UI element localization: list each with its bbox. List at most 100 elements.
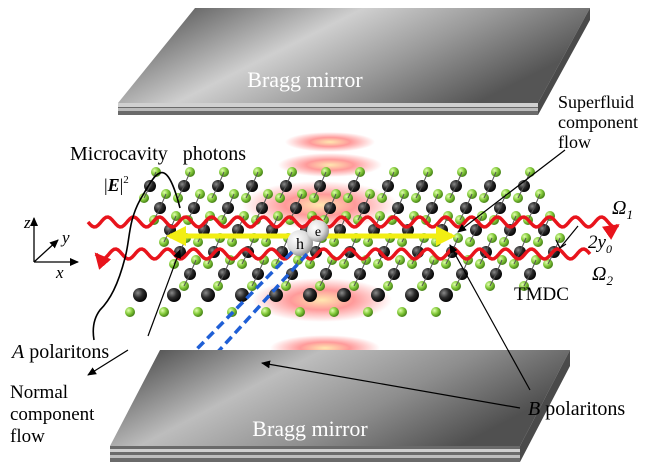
lattice-bond (455, 273, 463, 287)
lattice-bond (495, 259, 503, 275)
metal-atom (405, 288, 419, 302)
electron-label: e (315, 225, 321, 240)
chalcogen-atom (125, 307, 135, 317)
lattice-bond (313, 185, 321, 199)
electron-particle (307, 220, 329, 242)
lattice-bond (397, 193, 405, 209)
lattice-bond (387, 273, 395, 287)
coordinate-axes (30, 217, 79, 266)
axis-y-label: y (60, 228, 70, 247)
lattice-bond (217, 273, 225, 287)
lattice-bond (533, 193, 541, 209)
lattice-bond (143, 185, 151, 199)
lattice-bond (189, 259, 197, 275)
top-mirror-label: Bragg mirror (247, 67, 363, 92)
lattice-bond (251, 171, 259, 187)
lattice-bond (465, 193, 473, 209)
hole-particle (287, 230, 313, 256)
lattice-bond (353, 171, 361, 187)
superfluid-label: Superfluid component flow (558, 92, 638, 152)
leader-lines (87, 149, 579, 409)
lattice-bond (461, 259, 469, 275)
axis-z-label: z (23, 213, 31, 232)
chalcogen-atom (397, 307, 407, 317)
lattice-bond (211, 185, 219, 199)
lattice-bond (387, 171, 395, 187)
lattice-bond (415, 185, 423, 199)
lattice-bond (285, 171, 293, 187)
metal-atom (371, 288, 385, 302)
lattice-bond (417, 237, 425, 253)
lattice-bond (425, 207, 433, 221)
omega1-label: Ω1 (612, 197, 633, 222)
field-profile-curve (92, 171, 181, 341)
lattice-bond (183, 273, 191, 287)
lattice-bond (537, 229, 545, 243)
lattice-bond (459, 207, 467, 221)
chalcogen-atom (363, 307, 373, 317)
lattice-bond (275, 251, 283, 265)
metal-atom (133, 288, 147, 302)
lattice-bond (421, 273, 429, 287)
svg-text:Normal: Normal (10, 382, 68, 403)
lattice-bond (177, 185, 185, 199)
lattice-bond (319, 273, 327, 287)
bottom-bragg-mirror: Bragg mirror (110, 350, 570, 462)
lattice-bond (261, 193, 269, 209)
b-polaritons-label: B polaritons (528, 398, 625, 420)
lattice-bond (519, 237, 527, 253)
lattice-bond (251, 273, 259, 287)
omega1-wave (86, 215, 620, 240)
chalcogen-atom (261, 307, 271, 317)
metal-atom (201, 288, 215, 302)
svg-text:flow: flow (10, 426, 45, 447)
lattice-bond (529, 259, 537, 275)
lattice-bond (383, 237, 391, 253)
svg-text:flow: flow (558, 132, 591, 152)
lattice-bond (223, 259, 231, 275)
lattice-bond (517, 185, 525, 199)
exciton: h e (287, 220, 329, 256)
lattice-bond (469, 229, 477, 243)
lattice-bond (221, 207, 229, 221)
lattice-bond (193, 193, 201, 209)
lattice-bond (347, 185, 355, 199)
top-bragg-mirror: Bragg mirror (118, 8, 590, 115)
lattice-bond (503, 229, 511, 243)
lattice-bond (183, 171, 191, 187)
a-polaritons-label: A polaritons (10, 341, 109, 363)
lattice-bond (325, 259, 333, 275)
lattice-bond (485, 237, 493, 253)
lattice-bond (381, 185, 389, 199)
svg-text:component: component (558, 112, 638, 132)
lattice-bond (255, 207, 263, 221)
lattice-bond (357, 207, 365, 221)
lattice-bond (343, 251, 351, 265)
lattice-bond (449, 185, 457, 199)
lattice-bond (217, 171, 225, 187)
lattice-bond (489, 273, 497, 287)
lattice-bond (445, 251, 453, 265)
lattice-bond (427, 259, 435, 275)
metal-atom (235, 288, 249, 302)
lattice-bond (489, 171, 497, 187)
tmdc-label: TMDC (514, 284, 569, 305)
chalcogen-atom (159, 307, 169, 317)
metal-atom (303, 288, 317, 302)
lattice-bond (523, 273, 531, 287)
lattice-bond (257, 259, 265, 275)
lattice-bond (295, 193, 303, 209)
field-intensity-label: |E|2 (104, 174, 129, 195)
lattice-bond (245, 185, 253, 199)
lattice-bond (319, 171, 327, 187)
spacing-label: 2y0 (588, 232, 612, 256)
omega2-label: Ω2 (592, 263, 613, 288)
axis-x-label: x (55, 263, 64, 282)
svg-text:component: component (10, 404, 95, 425)
lattice-bond (393, 259, 401, 275)
lattice-bond (285, 273, 293, 287)
lattice-bond (353, 273, 361, 287)
chalcogen-atom (295, 307, 305, 317)
lattice-bond (455, 171, 463, 187)
